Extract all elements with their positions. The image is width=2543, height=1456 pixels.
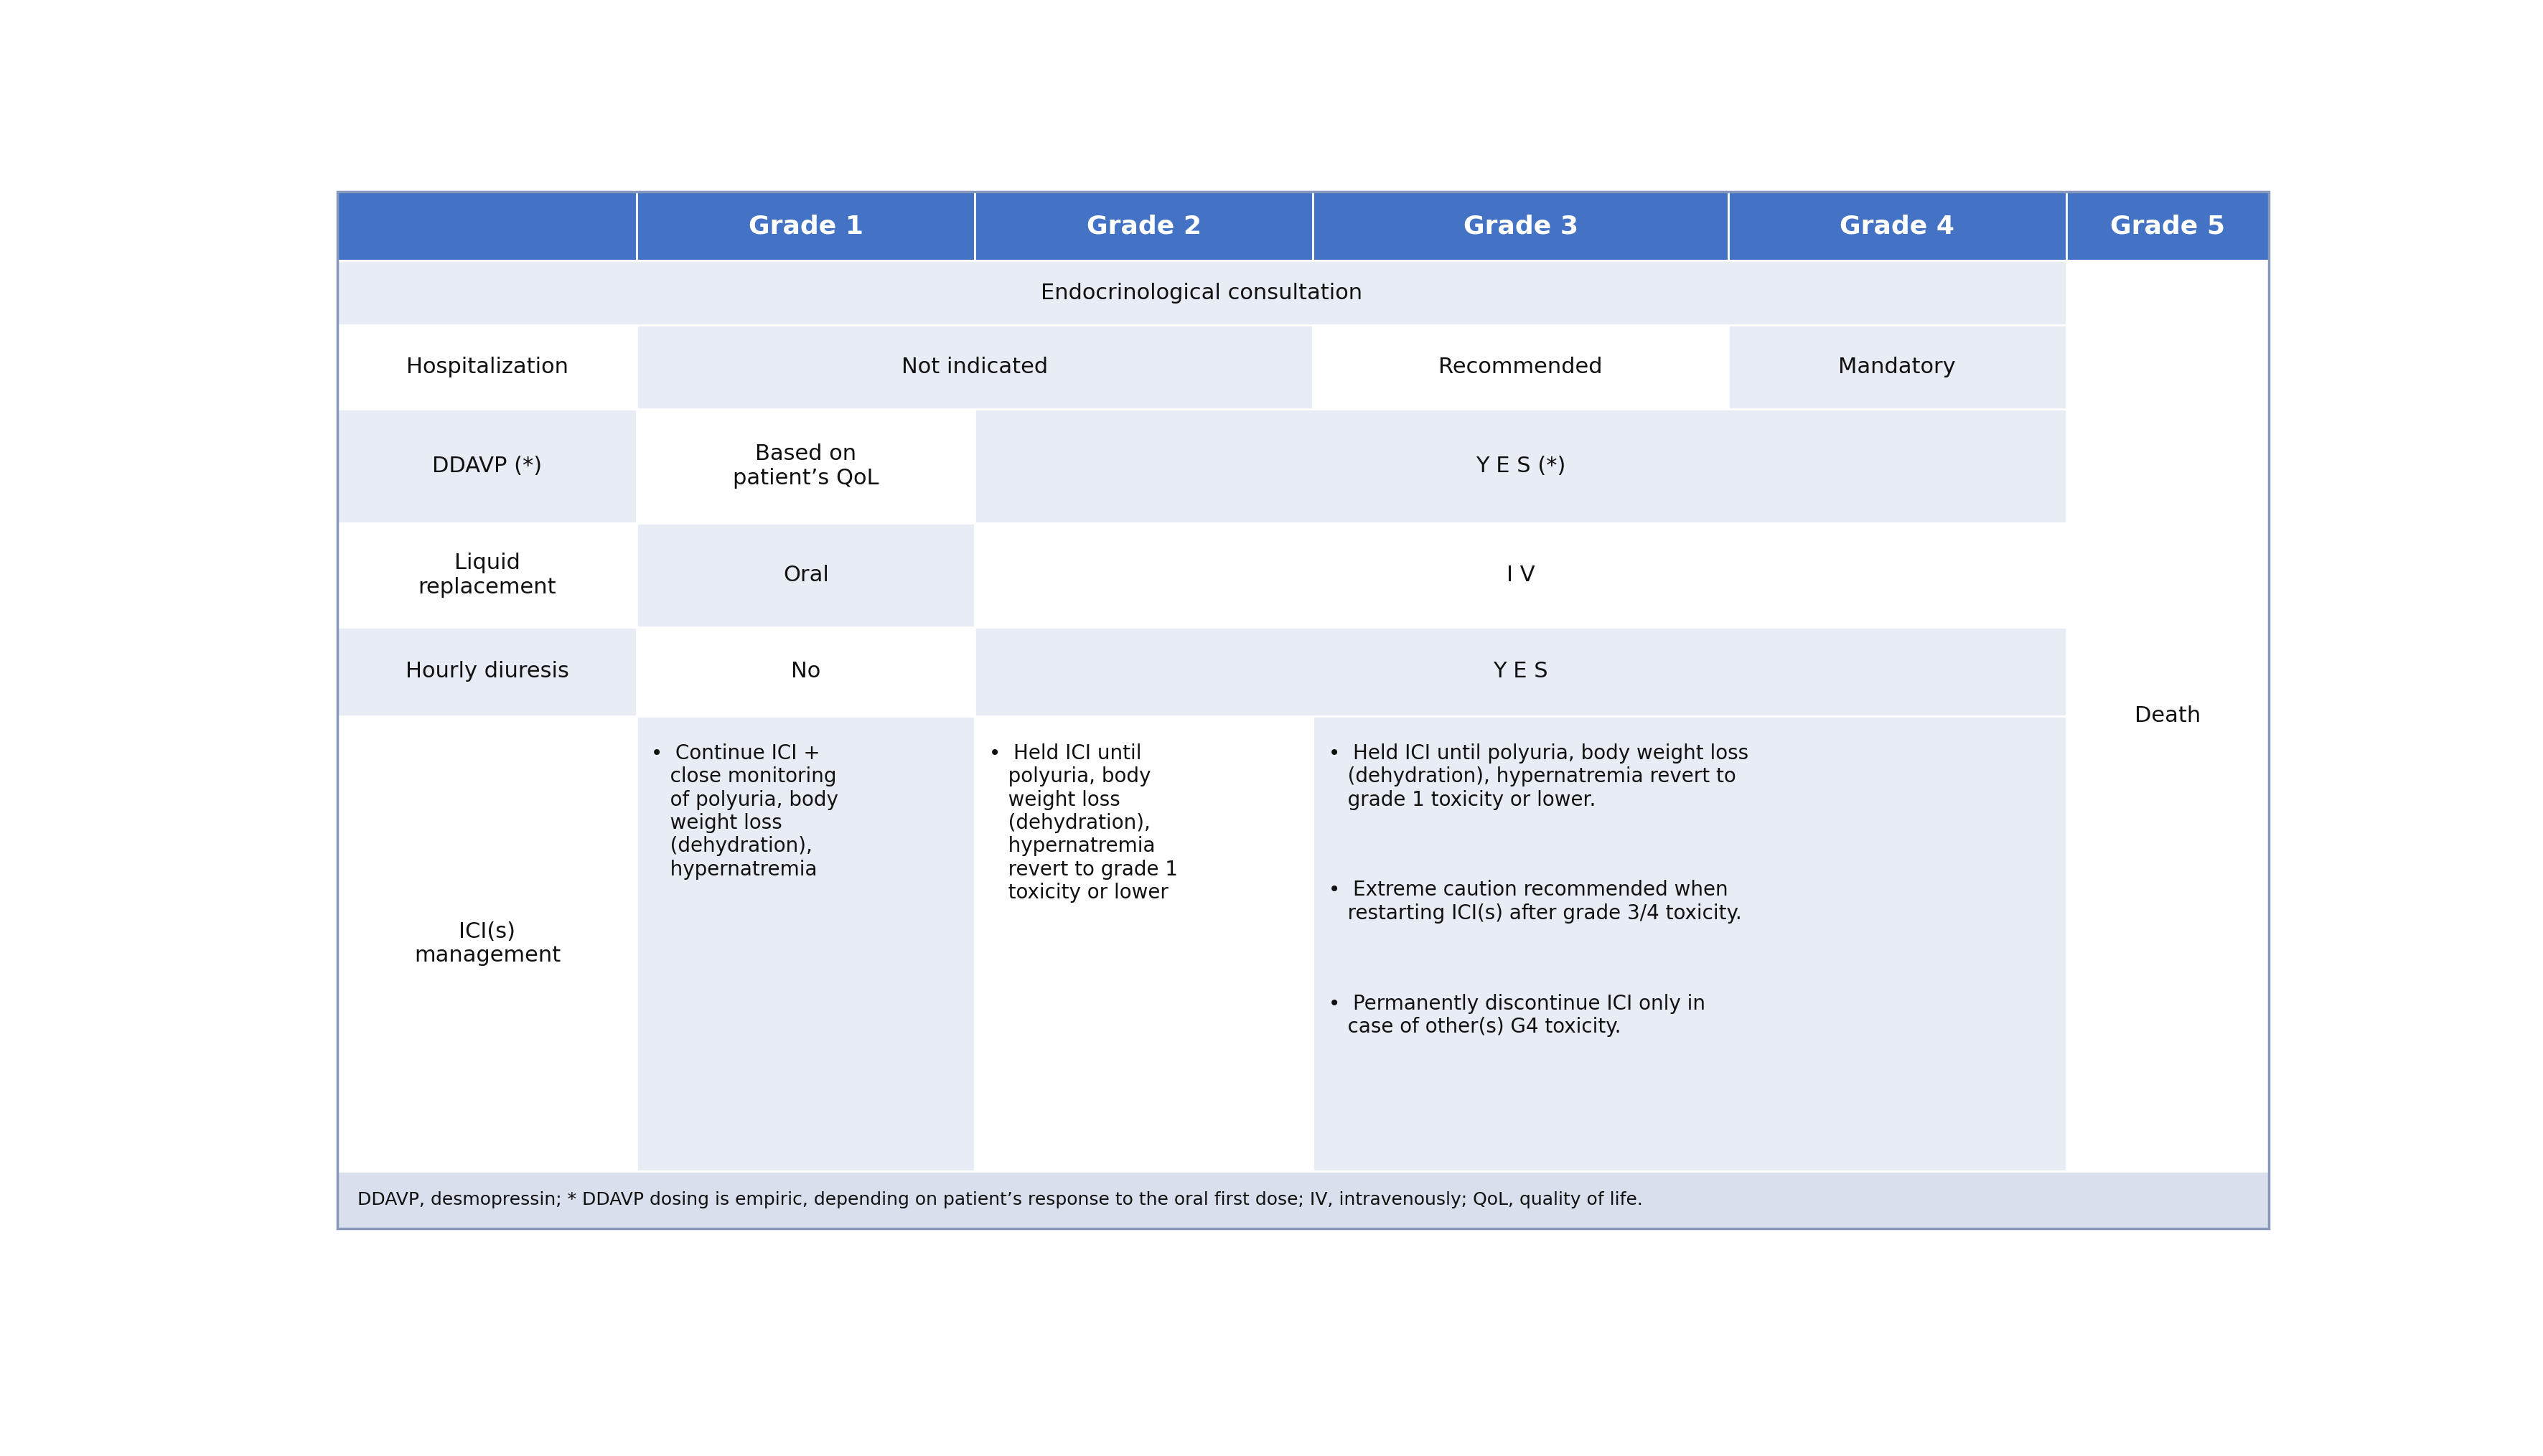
Text: Death: Death: [2134, 706, 2200, 727]
Text: Y E S: Y E S: [1493, 661, 1549, 681]
Text: Grade 4: Grade 4: [1839, 214, 1956, 239]
Text: •  Continue ICI +
   close monitoring
   of polyuria, body
   weight loss
   (de: • Continue ICI + close monitoring of pol…: [651, 744, 839, 879]
Bar: [636, 716, 974, 1171]
Text: No: No: [791, 661, 821, 681]
Text: Grade 1: Grade 1: [748, 214, 865, 239]
Bar: [1729, 192, 2067, 261]
Text: Recommended: Recommended: [1439, 357, 1602, 377]
Bar: [974, 628, 2067, 716]
Text: •  Held ICI until
   polyuria, body
   weight loss
   (dehydration),
   hypernat: • Held ICI until polyuria, body weight l…: [989, 744, 1177, 903]
Bar: [338, 1171, 2268, 1229]
Text: Based on
patient’s QoL: Based on patient’s QoL: [732, 444, 880, 489]
Text: Hourly diuresis: Hourly diuresis: [404, 661, 570, 681]
Bar: [636, 523, 974, 628]
Text: Grade 5: Grade 5: [2111, 214, 2225, 239]
Bar: [338, 523, 636, 628]
Bar: [2067, 192, 2268, 261]
Bar: [636, 192, 974, 261]
Text: •  Held ICI until polyuria, body weight loss
   (dehydration), hypernatremia rev: • Held ICI until polyuria, body weight l…: [1327, 744, 1750, 810]
Bar: [338, 628, 636, 716]
Text: •  Permanently discontinue ICI only in
   case of other(s) G4 toxicity.: • Permanently discontinue ICI only in ca…: [1327, 993, 1706, 1037]
Bar: [338, 261, 2067, 325]
Bar: [1312, 716, 2067, 1171]
Text: Oral: Oral: [783, 565, 829, 585]
Text: DDAVP (*): DDAVP (*): [432, 456, 542, 476]
Bar: [338, 192, 636, 261]
Text: Grade 3: Grade 3: [1462, 214, 1579, 239]
Text: Grade 2: Grade 2: [1086, 214, 1200, 239]
Bar: [636, 325, 1312, 409]
Text: DDAVP, desmopressin; * DDAVP dosing is empiric, depending on patient’s response : DDAVP, desmopressin; * DDAVP dosing is e…: [356, 1191, 1643, 1208]
Bar: [1729, 325, 2067, 409]
Bar: [338, 409, 636, 523]
Bar: [1312, 325, 1729, 409]
Text: Endocrinological consultation: Endocrinological consultation: [1040, 282, 1363, 303]
Text: Mandatory: Mandatory: [1839, 357, 1956, 377]
Bar: [1312, 192, 1729, 261]
Bar: [636, 628, 974, 716]
Bar: [2067, 261, 2268, 325]
Text: Y E S (*): Y E S (*): [1475, 456, 1566, 476]
Bar: [974, 192, 1312, 261]
Bar: [974, 409, 2067, 523]
Text: ICI(s)
management: ICI(s) management: [415, 922, 559, 965]
Bar: [2067, 261, 2268, 1171]
Text: Liquid
replacement: Liquid replacement: [417, 552, 557, 597]
Text: •  Extreme caution recommended when
   restarting ICI(s) after grade 3/4 toxicit: • Extreme caution recommended when resta…: [1327, 879, 1742, 923]
Bar: [338, 716, 636, 1171]
Bar: [636, 409, 974, 523]
Text: Hospitalization: Hospitalization: [407, 357, 570, 377]
Text: I V: I V: [1505, 565, 1536, 585]
Bar: [974, 523, 2067, 628]
Bar: [338, 325, 636, 409]
Text: Not indicated: Not indicated: [903, 357, 1048, 377]
Bar: [974, 716, 1312, 1171]
